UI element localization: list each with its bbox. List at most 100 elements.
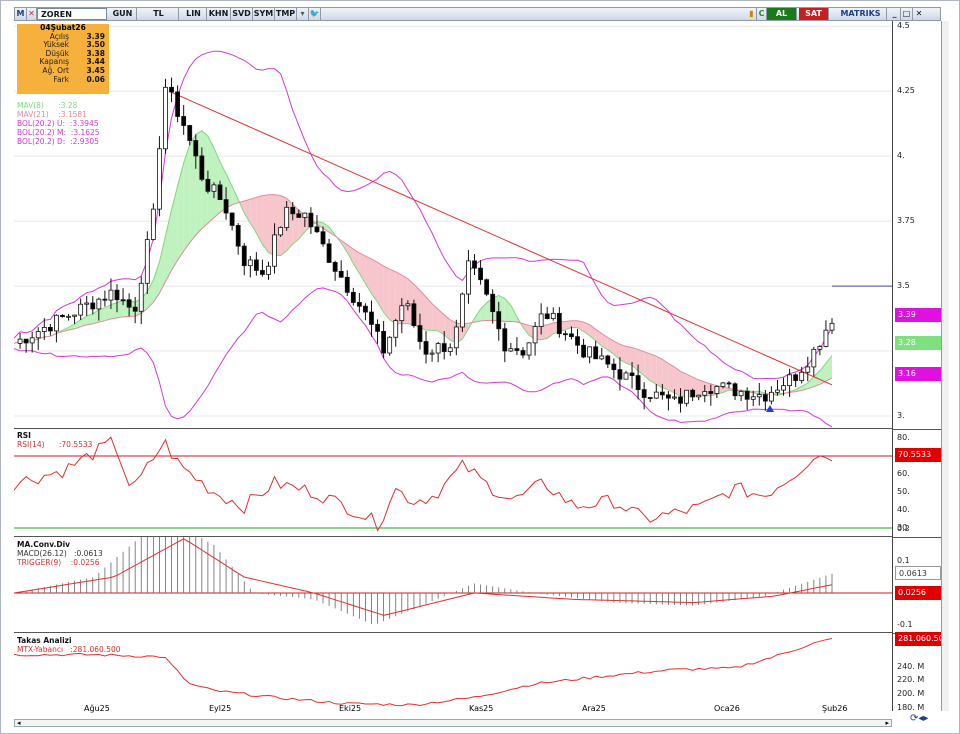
lock-icon[interactable]: ▮	[747, 8, 757, 20]
candle-body	[356, 302, 362, 307]
chart-type-button[interactable]: KHN	[207, 8, 231, 20]
mav-fill	[214, 148, 220, 218]
session-button[interactable]: SVD	[231, 8, 253, 20]
mav-fill	[807, 376, 814, 389]
horizontal-scrollbar[interactable]: ◂ ▸	[14, 719, 892, 727]
mav-fill	[438, 309, 445, 335]
mav-fill	[607, 337, 614, 355]
mav-fill	[480, 302, 487, 321]
trigger-value-tag: 0.0256	[895, 585, 941, 600]
time-axis-label: Ara25	[582, 704, 606, 713]
candle-body	[629, 372, 635, 376]
candle-body	[90, 302, 96, 310]
macd-tick: 0.1	[897, 556, 910, 565]
candle-body	[605, 355, 611, 365]
takas-pane[interactable]: Takas Analizi MTX-Yabancı :281.060.500	[14, 633, 892, 711]
rsi-value-tag: 70.5533	[895, 448, 941, 462]
scale-button[interactable]: LIN	[181, 8, 207, 20]
candle-body	[363, 305, 368, 313]
navigation-controls[interactable]: ⟳◂▸	[910, 713, 944, 727]
sync-icon[interactable]: ⟳	[910, 713, 919, 724]
dropdown-icon[interactable]: ▾	[297, 8, 309, 20]
symbol-field[interactable]: ZOREN	[37, 8, 107, 20]
ohlc-value: 3.50	[86, 40, 105, 50]
nav-right-icon[interactable]: ▸	[923, 713, 929, 724]
mav-fill	[177, 162, 184, 261]
buy-button[interactable]: AL	[767, 8, 797, 20]
refresh-icon[interactable]: C	[757, 8, 767, 20]
candle-body	[102, 298, 108, 301]
rsi-pane[interactable]: RSI RSI(14) :70.5533	[14, 429, 892, 537]
candle-body	[829, 322, 835, 331]
ohlc-key: Kapanış	[39, 57, 69, 67]
mav-fill	[432, 303, 439, 331]
ohlc-row: Kapanış 3.44	[17, 58, 109, 67]
mav-fill	[365, 256, 372, 294]
mav-fill	[383, 266, 390, 320]
scroll-left-icon[interactable]: ◂	[17, 719, 21, 727]
template-button[interactable]: TMP	[275, 8, 297, 20]
ohlc-value: 3.45	[86, 65, 105, 75]
price-tick: 3.5	[897, 281, 910, 291]
mav-fill	[207, 136, 214, 224]
macd-pane[interactable]: MA.Conv.Div MACD(26.12) :0.0613 TRIGGER(…	[14, 537, 892, 633]
chart-panes: 04Şubat26 Açılış 3.39 Yüksek 3.50 Düşük 3.38 K…	[14, 21, 892, 711]
mav-fill	[420, 290, 426, 331]
brand-label: MATRIKS	[835, 8, 887, 20]
candle-body	[266, 265, 271, 275]
mav-fill	[656, 356, 663, 388]
close-icon[interactable]: ✕	[915, 9, 923, 18]
candle-body	[593, 346, 599, 360]
mav-fill	[153, 262, 160, 303]
mav-fill	[250, 197, 257, 234]
twitter-icon[interactable]: 🐦	[309, 8, 321, 20]
ohlc-row: Ağ. Ort 3.45	[17, 65, 109, 76]
mav-fill	[147, 280, 154, 309]
mav-fill	[189, 134, 196, 243]
price-tag: 3.39	[895, 307, 941, 322]
price-tick: 3.75	[897, 216, 915, 226]
candle-body	[72, 314, 77, 317]
price-pane[interactable]: 04Şubat26 Açılış 3.39 Yüksek 3.50 Düşük 3.38 K…	[14, 21, 892, 429]
candle-body	[611, 363, 617, 371]
candle-body	[17, 338, 23, 344]
mav-fill	[244, 199, 251, 224]
macd-tick: -0.1	[897, 620, 913, 629]
symbols-button[interactable]: SYM	[253, 8, 275, 20]
value-scale[interactable]: 4.54.254.3.753.53.3.393.283.16 80.70.60.…	[892, 21, 944, 712]
candle-body	[817, 346, 823, 350]
macd-chart	[14, 537, 892, 624]
candle-body	[320, 231, 326, 245]
macd-tick: 0.2	[897, 524, 910, 533]
mav-fill	[626, 346, 632, 366]
ohlc-row: Açılış 3.39	[17, 32, 109, 42]
period-button[interactable]: GUN	[109, 8, 137, 20]
mav-fill	[638, 349, 645, 376]
price-tick: 4.25	[897, 86, 915, 96]
ohlc-key: Düşük	[45, 48, 69, 58]
trigger-line	[14, 538, 833, 616]
time-axis-label: Şub26	[822, 704, 848, 713]
candle-body	[550, 312, 556, 320]
price-legend-item: BOL(20.2) U: :3.3945	[17, 119, 99, 128]
candle-body	[108, 289, 114, 301]
maximize-icon[interactable]: □	[901, 8, 913, 20]
mav-fill	[444, 314, 451, 341]
candle-body	[647, 397, 653, 399]
sell-button[interactable]: SAT	[799, 8, 829, 20]
currency-button[interactable]: TL	[139, 8, 179, 20]
candle-body	[520, 350, 526, 356]
nav-left-icon[interactable]: ◂	[918, 713, 924, 724]
candle-body	[344, 276, 350, 293]
time-axis-label: Ağu25	[84, 704, 110, 713]
candle-body	[811, 348, 817, 368]
mav-fill	[262, 194, 269, 253]
scroll-right-icon[interactable]: ▸	[885, 719, 889, 727]
right-scrollbar[interactable]	[941, 21, 949, 711]
minimize-icon[interactable]: _	[889, 8, 901, 20]
mav21-line	[14, 194, 833, 395]
mav-fill	[474, 309, 481, 323]
symbol-menu-icon[interactable]: ✕	[27, 8, 37, 20]
candle-body	[278, 227, 284, 236]
mav-fill	[668, 363, 675, 393]
